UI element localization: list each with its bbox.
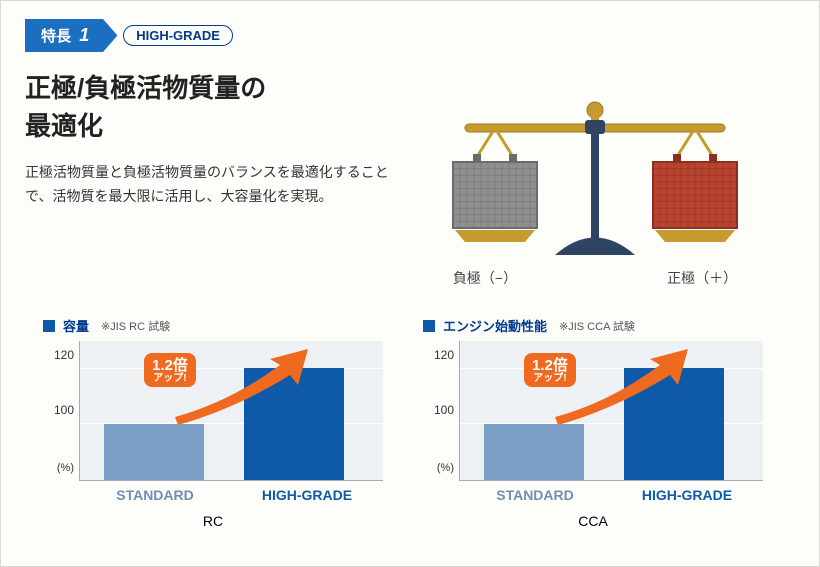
y-unit-label: (%): [424, 462, 454, 474]
bar-chart: 容量※JIS RC 試験100120(%)1.2倍アップ!STANDARDHIG…: [43, 316, 383, 529]
growth-bubble: 1.2倍アップ!: [144, 353, 196, 387]
description-text: 正極活物質量と負極活物質量のバランスを最適化することで、活物質を最大限に活用し、…: [25, 161, 395, 209]
bar-chart: エンジン始動性能※JIS CCA 試験100120(%)1.2倍アップ!STAN…: [423, 316, 763, 529]
x-label-high-grade: HIGH-GRADE: [231, 487, 383, 503]
axis-title: CCA: [423, 513, 763, 529]
scale-labels: 負極（−） 正極（＋）: [453, 268, 737, 288]
charts-row: 容量※JIS RC 試験100120(%)1.2倍アップ!STANDARDHIG…: [25, 316, 795, 529]
feature-tag: 特長 1: [25, 19, 103, 52]
y-tick-label: 100: [424, 403, 454, 417]
header-row: 特長 1 HIGH-GRADE: [25, 19, 795, 52]
title-line-2: 最適化: [25, 111, 103, 141]
chart-header: 容量 ※JIS RC 試験: [43, 316, 383, 335]
bar-standard: [484, 424, 584, 480]
positive-electrode-label: 正極（＋）: [667, 268, 737, 288]
bar-standard: [104, 424, 204, 480]
chart-plot-area: 100120(%)1.2倍アップ!: [79, 341, 383, 481]
y-tick-label: 120: [44, 348, 74, 362]
chart-title: エンジン始動性能: [443, 316, 547, 335]
legend-swatch-icon: [423, 320, 435, 332]
bubble-main: 1.2倍: [532, 357, 568, 374]
y-tick-label: 100: [44, 403, 74, 417]
chart-title: 容量: [63, 316, 89, 335]
chart-note: ※JIS RC 試験: [101, 318, 170, 334]
top-row: 正極/負極活物質量の 最適化 正極活物質量と負極活物質量のバランスを最適化するこ…: [25, 70, 795, 288]
bubble-sub: アップ!: [152, 374, 188, 385]
feature-panel: 特長 1 HIGH-GRADE 正極/負極活物質量の 最適化 正極活物質量と負極…: [0, 0, 820, 567]
title-line-1: 正極/負極活物質量の: [25, 73, 266, 103]
x-labels: STANDARDHIGH-GRADE: [79, 487, 383, 503]
negative-electrode-label: 負極（−）: [453, 268, 517, 288]
high-grade-badge: HIGH-GRADE: [123, 25, 233, 46]
bubble-sub: アップ!: [532, 374, 568, 385]
chart-note: ※JIS CCA 試験: [559, 318, 635, 334]
x-labels: STANDARDHIGH-GRADE: [459, 487, 763, 503]
balance-scale-icon: [405, 70, 785, 260]
page-title: 正極/負極活物質量の 最適化: [25, 70, 395, 145]
balance-scale-figure: 負極（−） 正極（＋）: [395, 70, 795, 288]
chart-plot-area: 100120(%)1.2倍アップ!: [459, 341, 763, 481]
x-label-high-grade: HIGH-GRADE: [611, 487, 763, 503]
bubble-main: 1.2倍: [152, 357, 188, 374]
axis-title: RC: [43, 513, 383, 529]
x-label-standard: STANDARD: [459, 487, 611, 503]
feature-number: 1: [79, 25, 89, 45]
feature-label: 特長: [41, 28, 71, 45]
legend-swatch-icon: [43, 320, 55, 332]
intro-block: 正極/負極活物質量の 最適化 正極活物質量と負極活物質量のバランスを最適化するこ…: [25, 70, 395, 288]
y-unit-label: (%): [44, 462, 74, 474]
growth-bubble: 1.2倍アップ!: [524, 353, 576, 387]
x-label-standard: STANDARD: [79, 487, 231, 503]
y-tick-label: 120: [424, 348, 454, 362]
chart-header: エンジン始動性能 ※JIS CCA 試験: [423, 316, 763, 335]
